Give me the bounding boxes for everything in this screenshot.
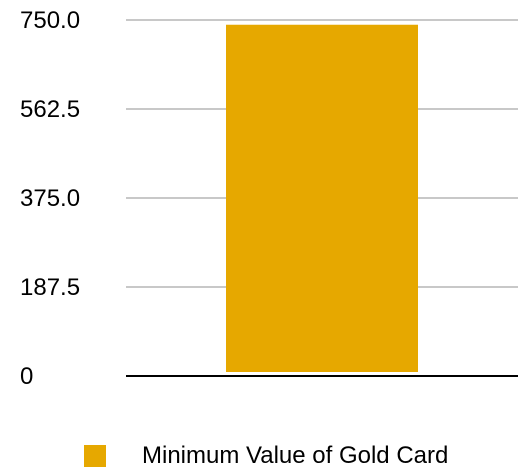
y-tick-label: 375.0: [20, 185, 80, 212]
bars: [226, 24, 418, 372]
legend-swatch: [84, 445, 106, 467]
y-tick-label: 187.5: [20, 274, 80, 301]
bar: [226, 24, 418, 372]
legend: Minimum Value of Gold Card: [84, 436, 448, 476]
y-tick-label: 0: [20, 363, 33, 390]
y-tick-label: 750.0: [20, 7, 80, 34]
y-axis-ticks: 0 187.5 375.0 562.5 750.0: [20, 7, 80, 390]
legend-label: Minimum Value of Gold Card: [142, 442, 449, 469]
y-tick-label: 562.5: [20, 96, 80, 123]
